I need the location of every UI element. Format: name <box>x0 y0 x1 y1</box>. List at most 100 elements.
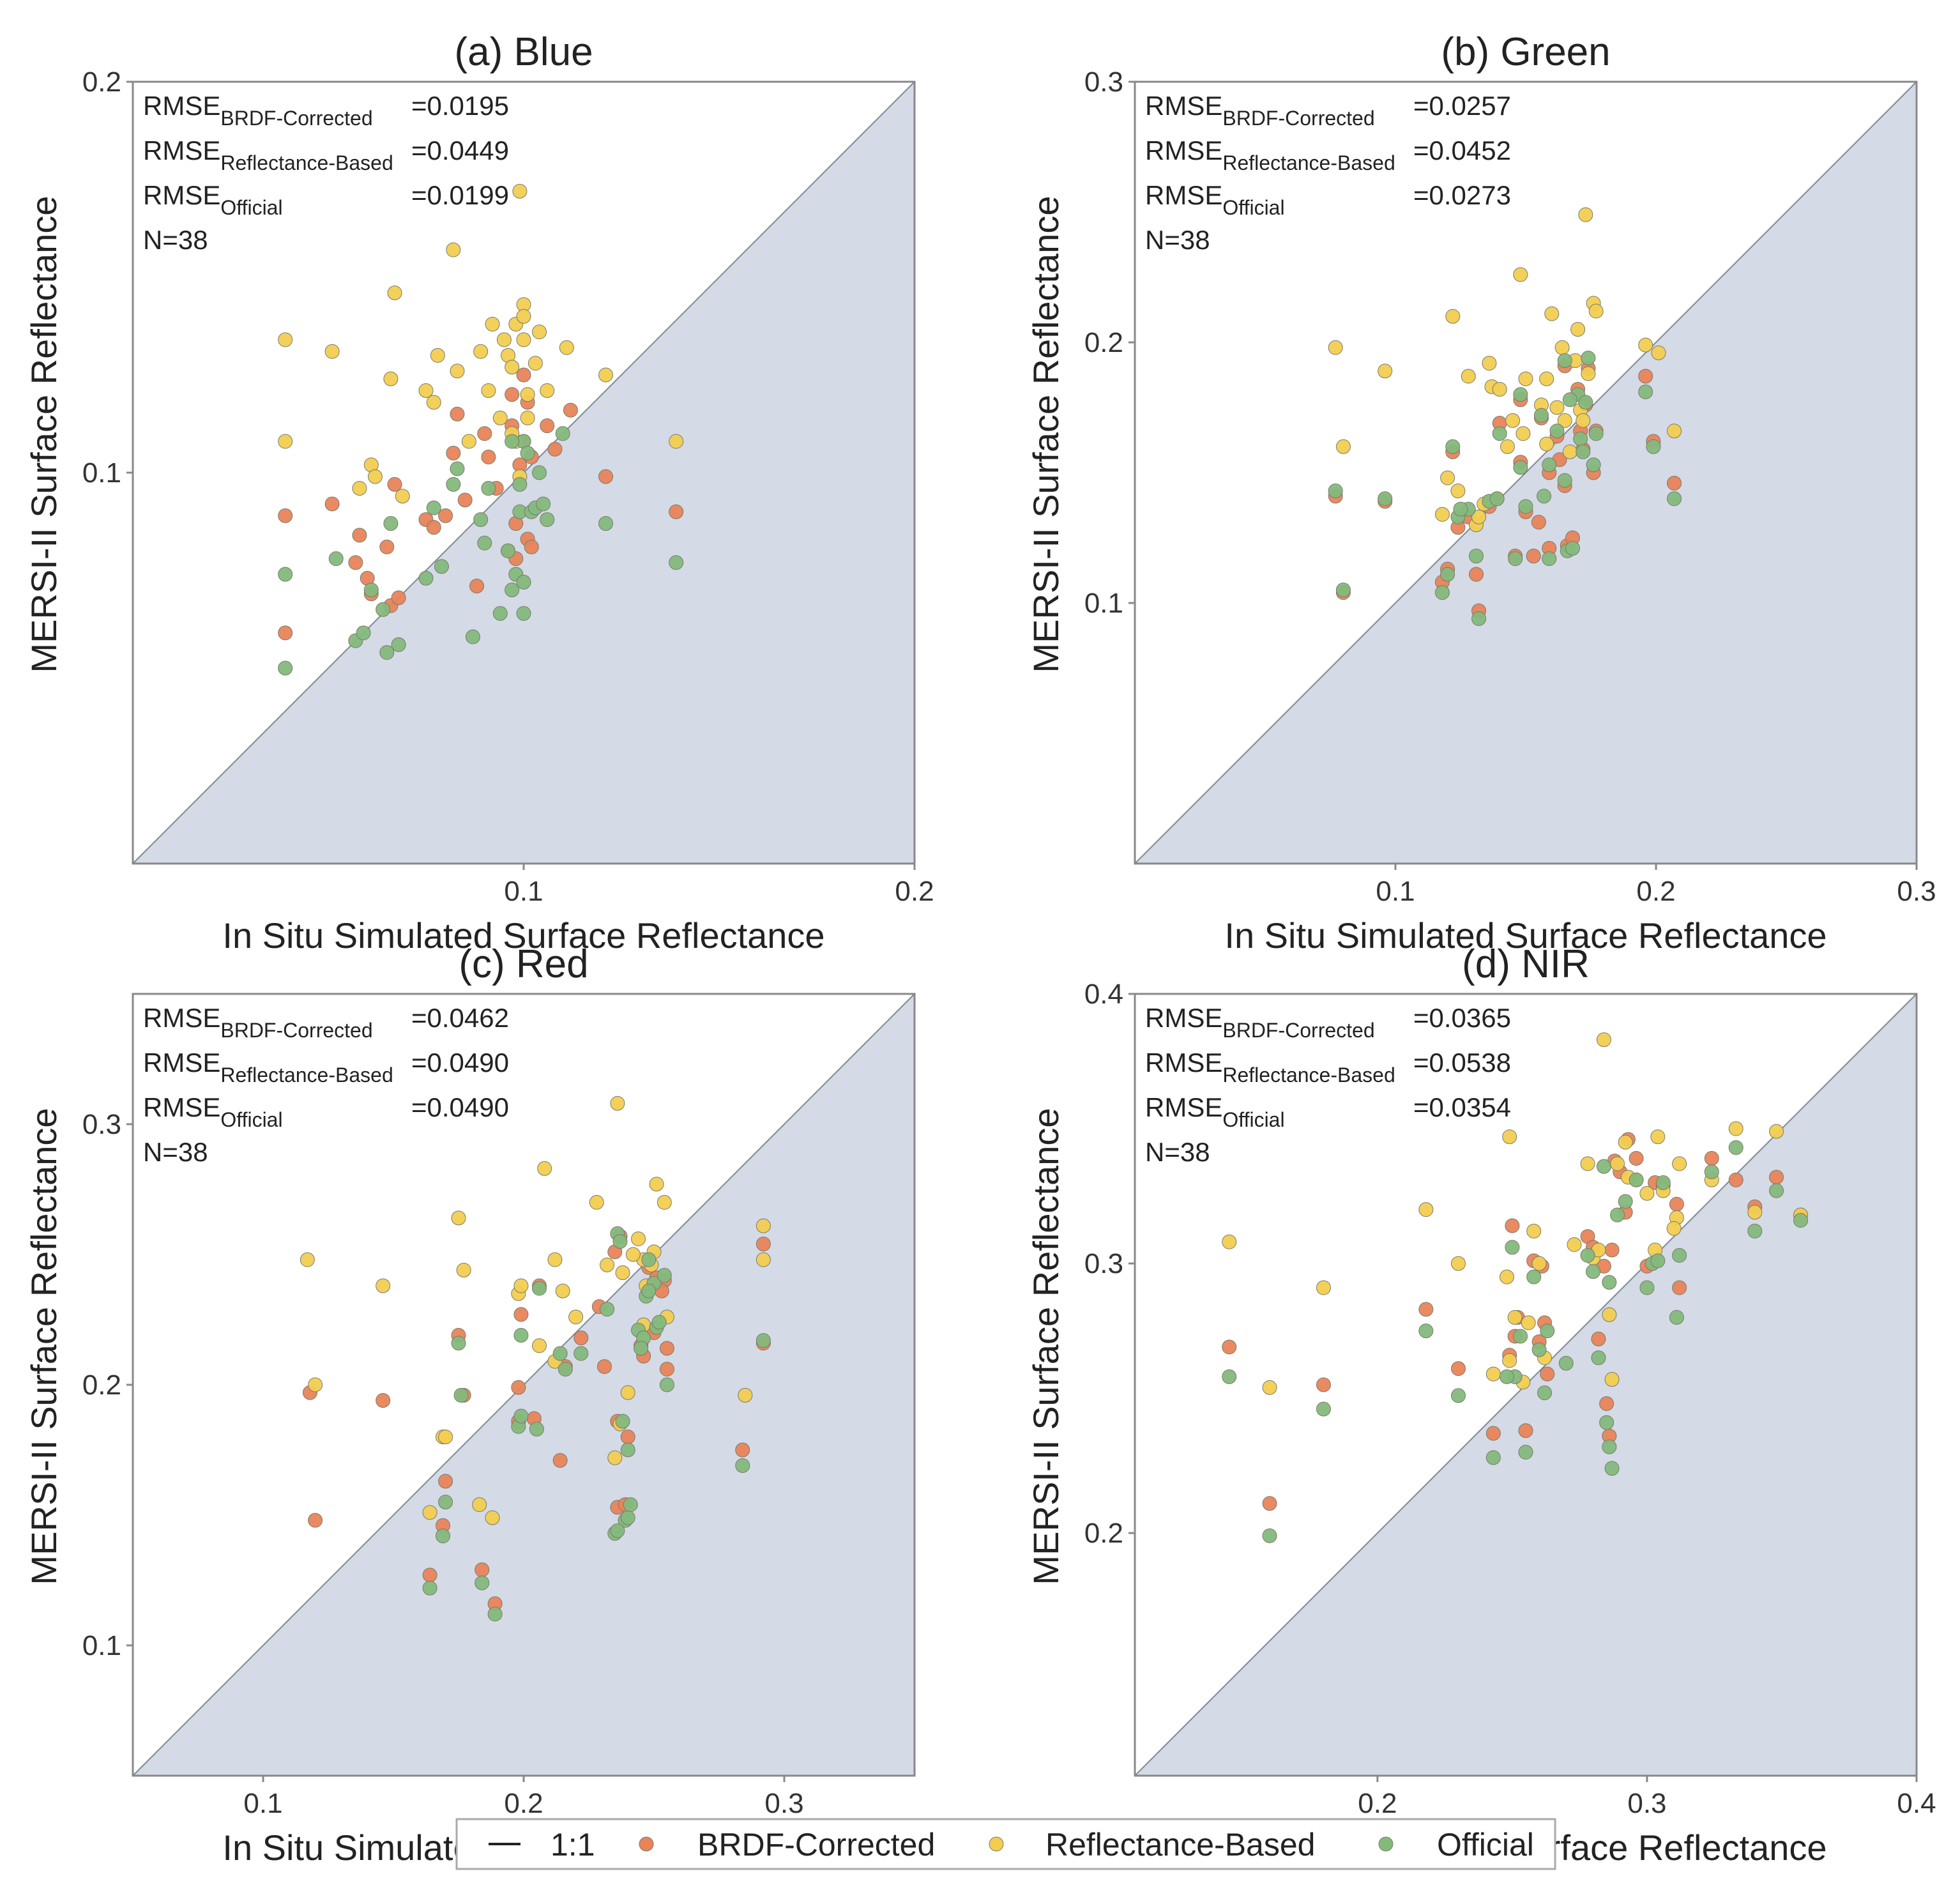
point-reflectance-nir-31 <box>1769 1124 1784 1139</box>
point-reflectance-green-34 <box>1667 423 1682 439</box>
point-brdf-nir-36 <box>1769 1170 1784 1185</box>
point-official-green-16 <box>1533 408 1549 423</box>
point-reflectance-nir-35 <box>1521 1315 1536 1330</box>
point-official-red-9 <box>531 1281 547 1296</box>
point-brdf-nir-10 <box>1518 1423 1533 1438</box>
point-official-green-28 <box>1581 350 1596 365</box>
point-official-green-1 <box>1335 583 1351 598</box>
point-official-red-3 <box>453 1387 469 1403</box>
point-brdf-red-8 <box>475 1562 490 1578</box>
point-brdf-blue-37 <box>457 492 473 508</box>
point-official-nir-36 <box>1558 1355 1574 1371</box>
point-official-blue-13 <box>446 476 461 492</box>
point-reflectance-nir-37 <box>1666 1221 1682 1236</box>
point-brdf-nir-5 <box>1485 1426 1501 1441</box>
point-reflectance-red-5 <box>451 1210 466 1226</box>
point-brdf-nir-0 <box>1222 1339 1237 1355</box>
point-official-nir-16 <box>1596 1159 1611 1174</box>
point-reflectance-red-22 <box>620 1385 635 1400</box>
chart-title-blue: (a) Blue <box>454 30 593 74</box>
point-official-nir-25 <box>1655 1175 1671 1190</box>
point-official-green-0 <box>1328 484 1343 499</box>
point-official-blue-21 <box>505 583 520 598</box>
point-official-nir-5 <box>1485 1450 1501 1465</box>
point-official-blue-19 <box>492 606 508 621</box>
point-official-green-2 <box>1378 491 1393 507</box>
point-brdf-nir-3 <box>1418 1302 1434 1317</box>
point-reflectance-red-1 <box>308 1377 323 1392</box>
point-official-red-17 <box>620 1442 635 1458</box>
point-official-nir-2 <box>1316 1401 1331 1417</box>
point-reflectance-red-29 <box>657 1194 672 1210</box>
x-tick-label-red-2: 0.3 <box>764 1788 803 1819</box>
point-reflectance-green-35 <box>1539 436 1554 452</box>
point-brdf-red-2 <box>376 1392 391 1408</box>
panel-nir: 0.20.30.40.20.30.4(d) NIRIn Situ Simulat… <box>1026 942 1936 1868</box>
point-official-red-8 <box>529 1421 544 1437</box>
point-official-green-18 <box>1542 457 1557 473</box>
point-brdf-blue-0 <box>278 625 293 641</box>
point-reflectance-green-21 <box>1554 340 1570 355</box>
y-axis-label-blue: MERSI-II Surface Reflectance <box>24 196 64 673</box>
x-axis-label-green: In Situ Simulated Surface Reflectance <box>1224 915 1827 956</box>
point-brdf-red-3 <box>422 1567 437 1583</box>
point-official-nir-31 <box>1769 1183 1784 1198</box>
point-official-nir-8 <box>1513 1329 1528 1344</box>
point-reflectance-green-36 <box>1500 439 1515 454</box>
point-reflectance-blue-11 <box>430 347 445 363</box>
point-official-blue-36 <box>669 555 684 570</box>
point-official-green-32 <box>1646 439 1661 454</box>
chart-title-red: (c) Red <box>459 942 588 986</box>
point-official-green-36 <box>1537 489 1552 504</box>
rmse-value-red-2: =0.0490 <box>411 1092 509 1122</box>
point-reflectance-nir-4 <box>1450 1256 1466 1271</box>
point-official-red-31 <box>513 1408 529 1424</box>
point-reflectance-green-23 <box>1562 444 1577 459</box>
point-brdf-red-1 <box>308 1513 323 1528</box>
rmse-stat-red-0: RMSEBRDF-Corrected <box>143 1003 373 1042</box>
point-official-blue-34 <box>555 426 570 441</box>
point-brdf-red-33 <box>735 1442 750 1458</box>
point-brdf-nir-31 <box>1669 1196 1684 1212</box>
point-reflectance-blue-3 <box>352 480 367 496</box>
point-official-nir-18 <box>1602 1439 1617 1454</box>
y-tick-label-nir-1: 0.3 <box>1084 1248 1123 1279</box>
point-official-green-11 <box>1492 426 1507 441</box>
point-brdf-blue-10 <box>391 590 406 606</box>
chart-title-green: (b) Green <box>1441 30 1610 74</box>
point-brdf-blue-12 <box>426 520 441 535</box>
point-official-green-31 <box>1638 385 1653 400</box>
point-reflectance-red-32 <box>756 1218 771 1233</box>
point-reflectance-green-20 <box>1549 400 1565 415</box>
y-axis-label-green: MERSI-II Surface Reflectance <box>1026 196 1066 673</box>
point-official-blue-28 <box>520 445 535 461</box>
point-reflectance-nir-36 <box>1502 1353 1517 1368</box>
point-official-green-37 <box>1453 501 1468 517</box>
point-official-nir-29 <box>1728 1140 1743 1155</box>
point-official-blue-32 <box>536 496 551 512</box>
point-official-red-4 <box>475 1575 490 1590</box>
point-brdf-nir-20 <box>1599 1396 1614 1412</box>
point-reflectance-blue-2 <box>324 344 340 359</box>
series-official-red <box>422 1226 771 1622</box>
point-reflectance-nir-13 <box>1580 1156 1595 1171</box>
point-official-blue-1 <box>278 567 293 582</box>
point-official-nir-21 <box>1618 1194 1633 1209</box>
n-count-green: N=38 <box>1145 225 1210 255</box>
point-brdf-blue-31 <box>547 441 563 457</box>
legend-dot-reflectance <box>989 1836 1004 1852</box>
point-reflectance-nir-16 <box>1596 1032 1611 1048</box>
point-official-red-14 <box>612 1234 628 1249</box>
point-official-blue-31 <box>531 465 547 480</box>
point-official-green-17 <box>1542 551 1557 567</box>
point-official-red-11 <box>574 1346 589 1361</box>
point-brdf-blue-34 <box>669 504 684 519</box>
x-axis-label-blue: In Situ Simulated Surface Reflectance <box>222 915 824 956</box>
plot-frame-green <box>1134 80 1918 865</box>
x-tick-label-blue-1: 0.2 <box>895 876 934 907</box>
point-brdf-blue-17 <box>477 426 492 441</box>
point-reflectance-blue-30 <box>520 387 535 402</box>
point-reflectance-red-15 <box>568 1309 584 1325</box>
point-reflectance-red-2 <box>376 1278 391 1293</box>
